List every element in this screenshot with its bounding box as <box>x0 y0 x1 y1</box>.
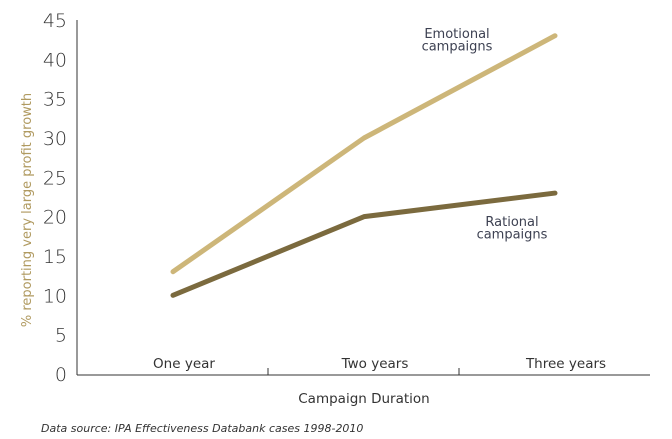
series-label: campaigns <box>422 40 493 55</box>
series-label: Rational <box>485 215 538 230</box>
series-label: Emotional <box>424 27 489 42</box>
y-tick-label: 40 <box>43 49 67 71</box>
y-tick-label: 0 <box>55 364 67 386</box>
y-tick-label: 30 <box>43 128 67 150</box>
x-tick-label: Two years <box>341 356 409 372</box>
x-tick-label: Three years <box>525 356 606 372</box>
y-tick-label: 35 <box>43 89 67 111</box>
y-tick-label: 20 <box>43 207 67 229</box>
series-label: campaigns <box>477 228 548 243</box>
y-axis-label: % reporting very large profit growth <box>20 93 35 327</box>
data-source-note: Data source: IPA Effectiveness Databank … <box>41 422 363 435</box>
y-tick-label: 45 <box>43 10 67 32</box>
y-tick-label: 5 <box>55 325 67 347</box>
y-tick-label: 15 <box>43 246 67 268</box>
y-tick-label: 10 <box>43 285 67 307</box>
x-axis-label: Campaign Duration <box>298 391 430 407</box>
y-tick-label: 25 <box>43 167 67 189</box>
x-tick-label: One year <box>153 356 215 372</box>
series-line-rational <box>170 190 558 298</box>
